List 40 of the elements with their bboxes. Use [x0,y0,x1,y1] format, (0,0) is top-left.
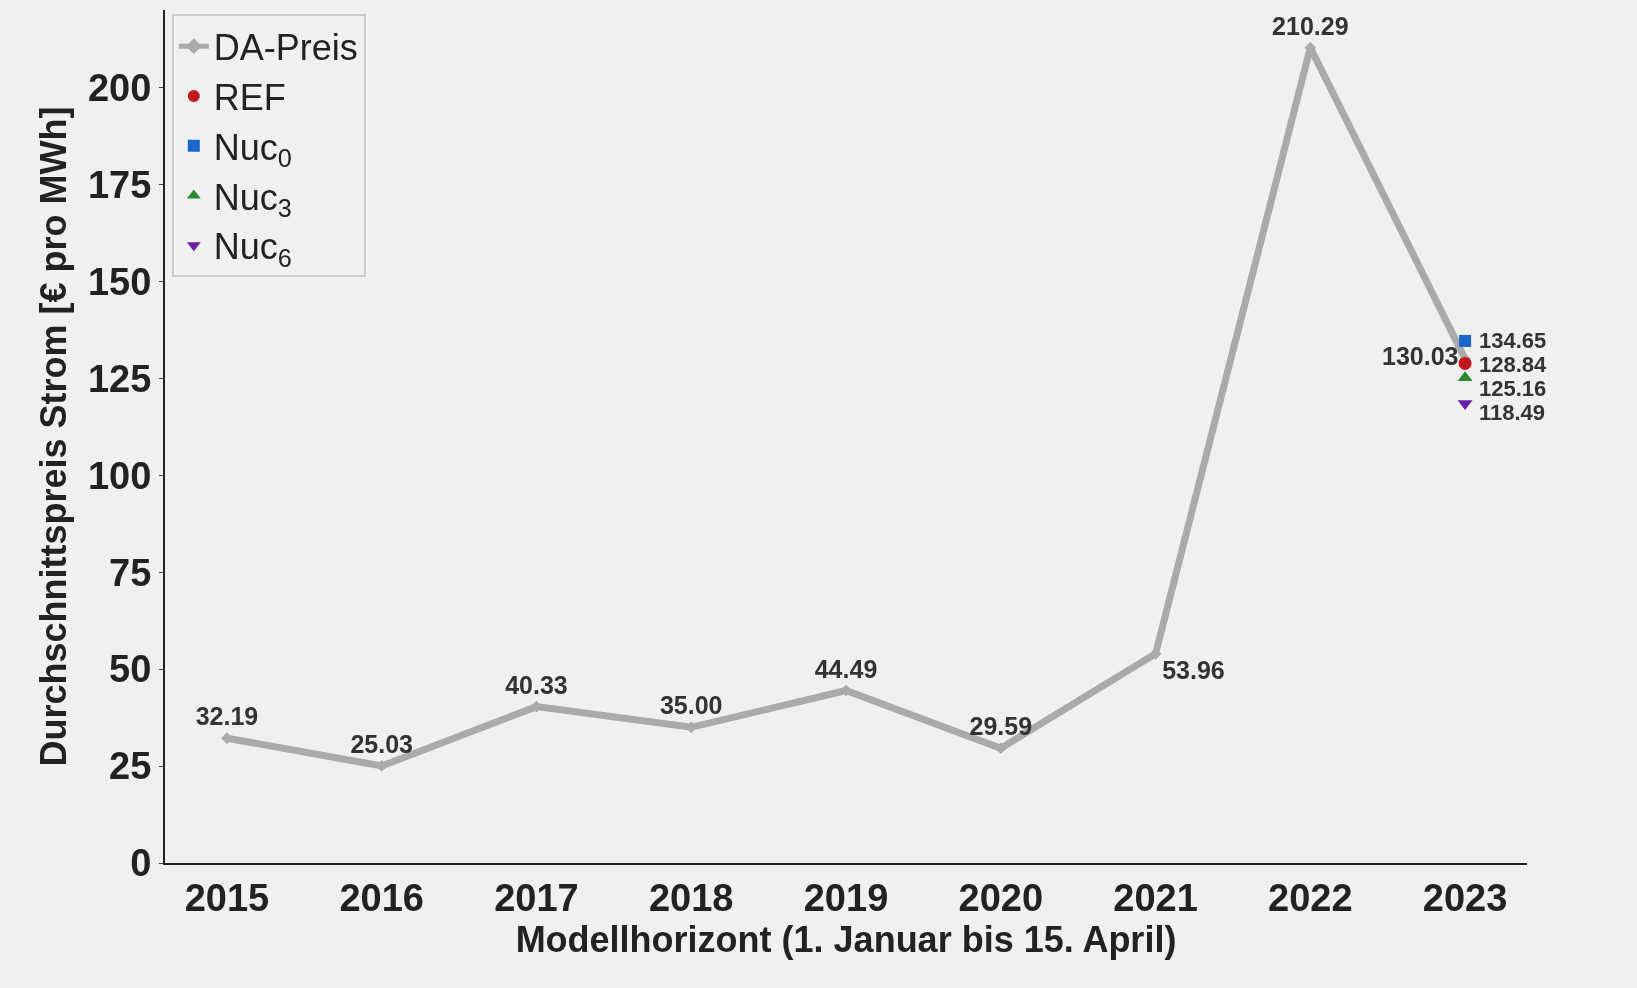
legend-label: DA-Preis [213,27,358,69]
y-tick-label: 200 [87,66,152,109]
legend-label: REF [213,77,286,118]
y-tick-label: 175 [87,163,152,206]
data-label: 29.59 [969,712,1033,741]
legend-label: Nuc$_{6}$ [213,226,292,272]
legend-label: Nuc$_{0}$ [213,126,292,173]
y-tick-label: 150 [87,260,152,303]
point [1458,356,1472,370]
data-label: 53.96 [1162,656,1225,685]
data-label: 125.16 [1479,376,1547,401]
y-tick-label: 100 [87,454,152,497]
data-label: 44.49 [814,654,878,683]
data-label: 25.03 [350,730,413,759]
data-label: 118.49 [1479,400,1546,425]
x-tick-label: 2021 [1113,876,1198,919]
y-axis-title: Durchschnittspreis Strom [€ pro MWh] [33,106,75,767]
x-tick-label: 2019 [803,876,889,919]
data-label: 40.33 [505,670,568,699]
point [1459,334,1472,347]
x-tick-label: 2023 [1422,876,1508,919]
y-tick-label: 25 [109,745,152,788]
data-label: 35.00 [659,691,723,720]
data-label: 32.19 [195,702,259,731]
y-tick-label: 75 [109,551,152,594]
legend-label: Nuc$_{3}$ [213,176,292,223]
y-tick-label: 125 [87,357,152,400]
x-tick-label: 2015 [184,876,270,919]
data-label: 128.84 [1479,352,1548,377]
data-label: 210.29 [1272,11,1349,40]
x-tick-label: 2020 [958,876,1044,919]
x-tick-label: 2022 [1268,876,1353,919]
x-tick-label: 2018 [648,876,734,919]
y-tick-label: 50 [109,648,152,691]
x-tick-label: 2016 [339,876,424,919]
data-label: 130.03 [1382,342,1459,371]
data-label: 134.65 [1479,328,1547,353]
y-tick-label: 0 [130,842,152,885]
x-tick-label: 2017 [494,876,579,919]
x-axis-title: Modellhorizont (1. Januar bis 15. April) [515,918,1177,960]
